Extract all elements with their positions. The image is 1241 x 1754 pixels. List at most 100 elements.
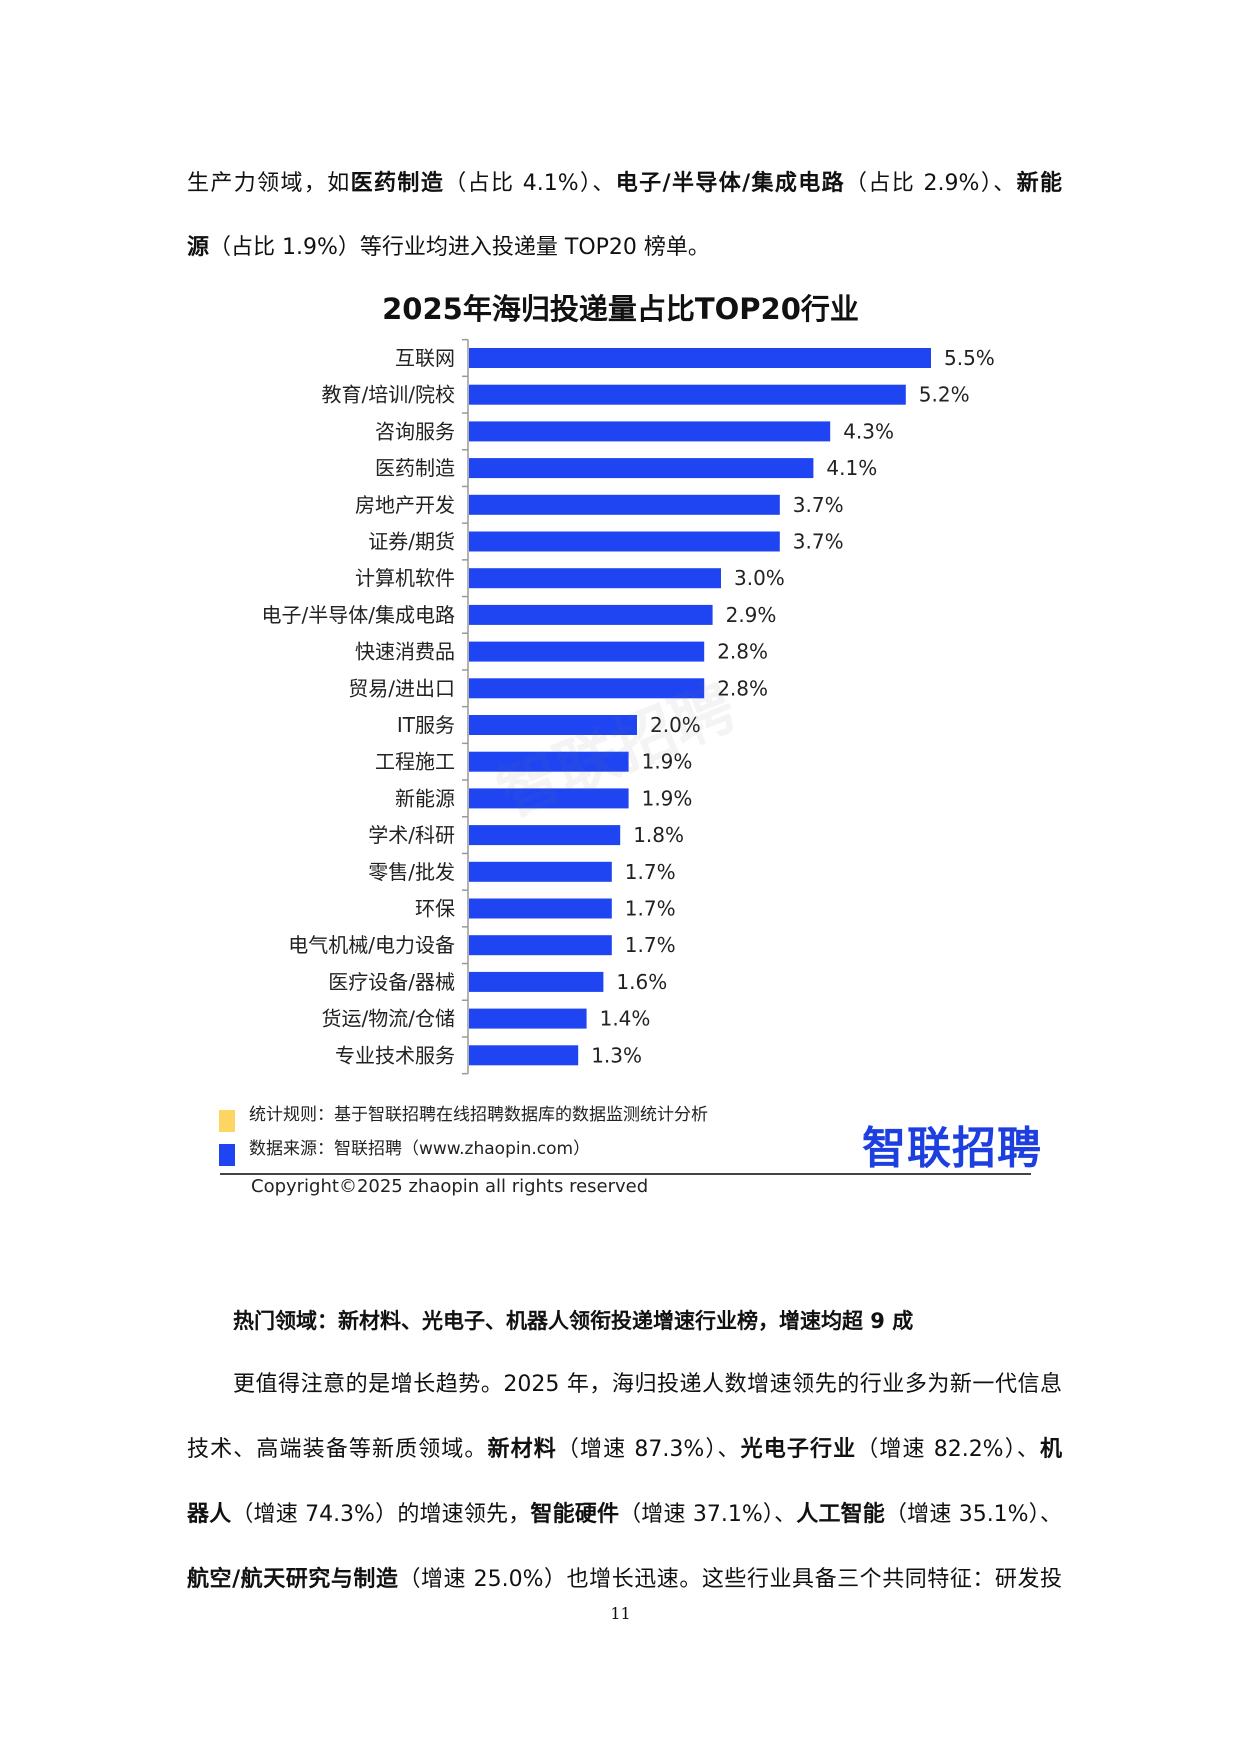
value-label: 1.7% [625, 897, 676, 921]
bar [469, 531, 780, 552]
text: （增速 82.2%）、 [856, 1437, 1040, 1462]
bar [469, 604, 713, 625]
text: 技术、高端装备等新质领域。 [187, 1437, 488, 1462]
text: （增速 35.1%）、 [884, 1502, 1062, 1527]
bar [469, 788, 629, 809]
value-label: 1.9% [642, 786, 693, 810]
category-label: 工程施工 [375, 750, 455, 774]
category-label: IT服务 [397, 713, 455, 737]
category-label: 计算机软件 [355, 566, 455, 590]
value-label: 4.3% [843, 419, 894, 443]
bold-text: 航空/航天研究与制造 [187, 1567, 399, 1592]
legend-swatch-rule [219, 1110, 235, 1132]
value-label: 5.5% [944, 346, 995, 370]
value-label: 2.9% [726, 603, 777, 627]
value-label: 1.6% [616, 970, 667, 994]
source-note: 数据来源：智联招聘（www.zhaopin.com） [249, 1139, 591, 1159]
bold-text: 医药制造 [350, 171, 445, 196]
value-label: 2.0% [650, 713, 701, 737]
value-label: 1.3% [591, 1043, 642, 1067]
bar-chart: 互联网 5.5% 教育/培训/院校 5.2% 咨询服务 4.3% 医药制造 4.1% 房地产开发… [262, 338, 995, 1075]
category-label: 互联网 [395, 346, 455, 370]
value-label: 3.0% [734, 566, 785, 590]
text-line: 航空/航天研究与制造（增速 25.0%）也增长迅速。这些行业具备三个共同特征：研… [187, 1565, 1062, 1595]
category-label: 医疗设备/器械 [328, 970, 455, 994]
text-line: 更值得注意的是增长趋势。2025 年，海归投递人数增速领先的行业多为新一代信息 [233, 1370, 1062, 1400]
bar [469, 1008, 587, 1029]
category-label: 新能源 [395, 786, 455, 810]
category-label: 专业技术服务 [335, 1043, 455, 1067]
bold-text: 机 [1039, 1437, 1062, 1462]
page-number: 11 [610, 1604, 631, 1623]
rule-note: 统计规则：基于智联招聘在线招聘数据库的数据监测统计分析 [249, 1105, 708, 1125]
bar [469, 494, 780, 515]
zhaopin-logo: 智联招聘 [862, 1123, 1042, 1174]
value-label: 2.8% [717, 676, 768, 700]
category-label: 教育/培训/院校 [322, 383, 455, 407]
text: （增速 37.1%）、 [619, 1502, 797, 1527]
text-line: 技术、高端装备等新质领域。新材料（增速 87.3%）、光电子行业（增速 82.2… [187, 1435, 1062, 1465]
category-label: 医药制造 [375, 456, 455, 480]
legend-swatch-source [219, 1144, 235, 1166]
category-label: 房地产开发 [355, 493, 455, 517]
bold-text: 智能硬件 [530, 1502, 620, 1527]
text: （增速 74.3%）的增速领先， [231, 1502, 531, 1527]
text: （占比 2.9%）、 [845, 171, 1017, 196]
value-label: 1.7% [625, 860, 676, 884]
divider [220, 1173, 1031, 1175]
bold-text: 源 [187, 235, 210, 260]
value-label: 5.2% [919, 383, 970, 407]
bold-text: 人工智能 [796, 1502, 885, 1527]
bar [469, 715, 637, 735]
value-label: 1.9% [642, 750, 693, 774]
value-label: 1.8% [633, 823, 684, 847]
value-label: 3.7% [793, 493, 844, 517]
category-label: 证券/期货 [368, 530, 455, 554]
category-label: 贸易/进出口 [348, 676, 455, 700]
bold-text: 新能 [1016, 171, 1062, 196]
bar [469, 1045, 579, 1066]
text-line: 生产力领域，如医药制造（占比 4.1%）、电子/半导体/集成电路（占比 2.9%… [187, 169, 1062, 199]
value-label: 4.1% [826, 456, 877, 480]
category-label: 货运/物流/仓储 [322, 1007, 455, 1031]
bold-text: 新材料 [487, 1437, 557, 1462]
bar [469, 641, 705, 662]
category-label: 电子/半导体/集成电路 [262, 603, 455, 627]
value-label: 3.7% [793, 530, 844, 554]
text-line: 源（占比 1.9%）等行业均进入投递量 TOP20 榜单。 [187, 233, 1062, 263]
text: （增速 25.0%）也增长迅速。这些行业具备三个共同特征：研发投 [398, 1567, 1062, 1592]
category-label: 零售/批发 [368, 860, 455, 884]
category-label: 咨询服务 [375, 419, 455, 443]
copyright: Copyright©2025 zhaopin all rights reserv… [251, 1176, 649, 1197]
bar [469, 935, 612, 956]
bar [469, 678, 705, 699]
text: （占比 1.9%）等行业均进入投递量 TOP20 榜单。 [209, 235, 710, 260]
bar [469, 825, 621, 846]
bar [469, 458, 814, 479]
bar [469, 898, 612, 919]
text: （增速 87.3%）、 [556, 1437, 741, 1462]
chart-title: 2025年海归投递量占比TOP20行业 [382, 292, 859, 326]
category-label: 快速消费品 [355, 640, 455, 664]
category-label: 学术/科研 [368, 823, 455, 847]
category-label: 环保 [415, 897, 455, 921]
bar [469, 861, 612, 882]
bar [469, 751, 629, 772]
bar [469, 971, 604, 992]
bar [469, 421, 831, 442]
text: 生产力领域，如 [187, 171, 351, 196]
value-label: 1.4% [600, 1007, 651, 1031]
value-label: 1.7% [625, 933, 676, 957]
bold-text: 器人 [187, 1502, 232, 1527]
value-label: 2.8% [717, 640, 768, 664]
bar [469, 348, 931, 368]
text: （占比 4.1%）、 [444, 171, 616, 196]
bold-text: 光电子行业 [740, 1437, 857, 1462]
bold-text: 电子/半导体/集成电路 [615, 171, 846, 196]
bar [469, 384, 906, 405]
category-label: 电气机械/电力设备 [288, 933, 455, 957]
text: 更值得注意的是增长趋势。2025 年，海归投递人数增速领先的行业多为新一代信息 [233, 1372, 1062, 1397]
section-heading: 热门领域：新材料、光电子、机器人领衔投递增速行业榜，增速均超 9 成 [233, 1309, 914, 1333]
text-line: 器人（增速 74.3%）的增速领先，智能硬件（增速 37.1%）、人工智能（增速… [187, 1500, 1062, 1530]
bar [469, 568, 721, 589]
